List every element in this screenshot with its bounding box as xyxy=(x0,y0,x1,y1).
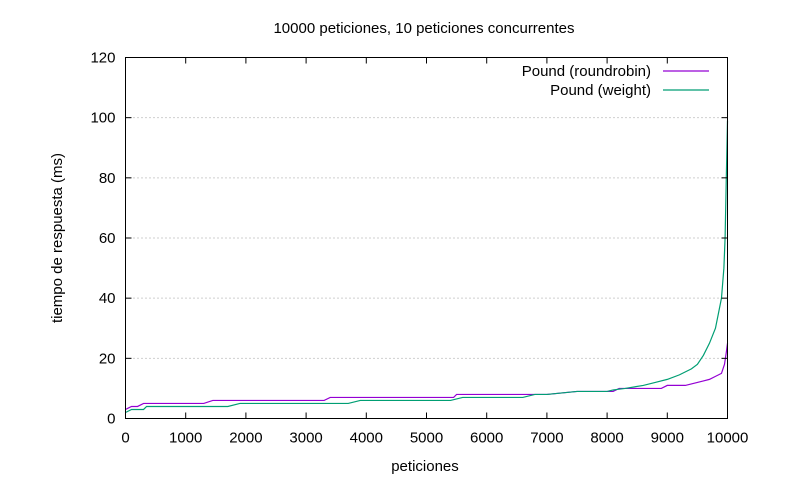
series-line-2 xyxy=(126,121,728,413)
legend-label-2: Pound (weight) xyxy=(550,82,651,99)
x-tick-label: 1000 xyxy=(169,430,202,447)
x-tick-label: 9000 xyxy=(651,430,684,447)
x-tick-label: 5000 xyxy=(410,430,443,447)
x-axis-label: peticiones xyxy=(391,458,459,475)
x-tick-label: 0 xyxy=(121,430,129,447)
chart-title: 10000 peticiones, 10 peticiones concurre… xyxy=(273,20,574,37)
x-tick-label: 7000 xyxy=(530,430,563,447)
x-tick-label: 3000 xyxy=(289,430,322,447)
x-tick-label: 8000 xyxy=(590,430,623,447)
grid-lines xyxy=(126,118,728,359)
y-tick-label: 0 xyxy=(107,411,115,428)
y-tick-label: 40 xyxy=(99,290,116,307)
y-tick-label: 80 xyxy=(99,170,116,187)
x-tick-label: 6000 xyxy=(470,430,503,447)
legend: Pound (roundrobin) Pound (weight) xyxy=(522,63,709,99)
axis-ticks: 0 20 40 60 80 100 120 0 1000 2000 3000 4000 5000 6000… xyxy=(90,50,748,447)
x-tick-label: 4000 xyxy=(350,430,383,447)
series-layer xyxy=(126,121,728,413)
y-tick-label: 20 xyxy=(99,350,116,367)
x-tick-label: 10000 xyxy=(707,430,749,447)
y-axis-label: tiempo de respuesta (ms) xyxy=(49,153,66,323)
y-tick-label: 100 xyxy=(90,110,115,127)
y-tick-label: 120 xyxy=(90,50,115,67)
series-line-1 xyxy=(126,343,728,409)
y-tick-label: 60 xyxy=(99,230,116,247)
x-tick-label: 2000 xyxy=(229,430,262,447)
legend-label-1: Pound (roundrobin) xyxy=(522,63,651,80)
